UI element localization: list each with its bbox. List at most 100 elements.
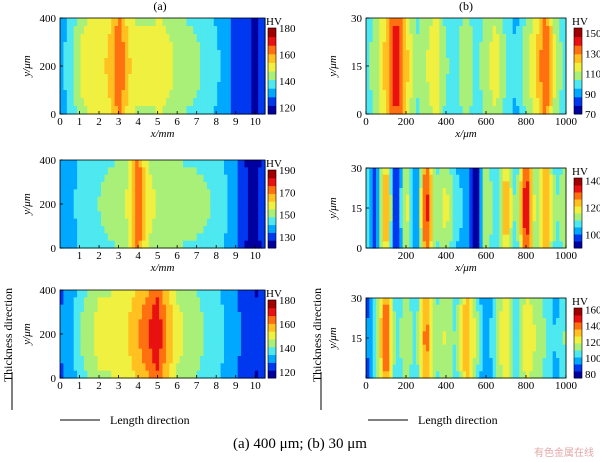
heatmap-cell	[502, 208, 507, 216]
heatmap-cell	[200, 233, 205, 242]
heatmap-cell	[402, 228, 407, 236]
heatmap-cell	[509, 298, 514, 306]
heatmap-cell	[392, 106, 397, 115]
heatmap-cell	[459, 188, 464, 196]
heatmap-cell	[522, 58, 527, 67]
heatmap-cell	[196, 240, 201, 249]
heatmap-cell	[258, 90, 263, 99]
heatmap-cell	[135, 50, 140, 59]
heatmap-cell	[382, 371, 387, 379]
heatmap-cell	[63, 50, 68, 59]
heatmap-cell	[439, 241, 444, 249]
heatmap-cell	[492, 201, 497, 209]
heatmap-cell	[499, 351, 504, 359]
heatmap-cell	[104, 226, 109, 234]
heatmap-cell	[210, 50, 215, 59]
heatmap-cell	[196, 34, 201, 43]
heatmap-cell	[244, 341, 249, 350]
heatmap-cell	[469, 364, 474, 372]
heatmap-cell	[73, 182, 78, 190]
heatmap-cell	[77, 363, 82, 372]
heatmap-cell	[244, 297, 249, 306]
heatmap-cell	[234, 98, 239, 107]
heatmap-cell	[63, 167, 68, 176]
heatmap-cell	[472, 338, 477, 346]
heatmap-cell	[462, 174, 467, 182]
heatmap-cell	[73, 363, 78, 372]
heatmap-cell	[220, 370, 225, 379]
heatmap-cell	[416, 324, 420, 332]
heatmap-cell	[203, 226, 208, 234]
heatmap-cell	[176, 290, 181, 298]
heatmap-cell	[80, 167, 85, 176]
heatmap-cell	[556, 82, 560, 91]
heatmap-cell	[512, 241, 517, 249]
heatmap-cell	[66, 106, 71, 115]
heatmap-cell	[402, 344, 407, 352]
heatmap-cell	[97, 297, 102, 306]
heatmap-cell	[372, 304, 377, 312]
heatmap-cell	[80, 218, 85, 227]
heatmap-cell	[131, 58, 136, 67]
heatmap-cell	[366, 26, 370, 35]
heatmap-cell	[165, 204, 170, 212]
colorbar-segment	[268, 201, 276, 210]
heatmap-cell	[63, 297, 68, 306]
colorbar-segment	[574, 96, 582, 106]
heatmap-cell	[234, 167, 239, 176]
heatmap-cell	[489, 26, 494, 35]
heatmap-cell	[83, 297, 88, 306]
heatmap-cell	[97, 90, 102, 99]
heatmap-cell	[529, 98, 534, 107]
heatmap-cell	[118, 348, 123, 357]
heatmap-cell	[496, 208, 500, 216]
heatmap-cell	[526, 201, 530, 209]
heatmap-cell	[193, 240, 198, 249]
heatmap-cell	[118, 189, 123, 198]
heatmap-cell	[459, 344, 464, 352]
heatmap-cell	[382, 82, 387, 91]
heatmap-cell	[83, 106, 88, 115]
heatmap-cell	[87, 211, 92, 220]
y-tick-label: 400	[40, 13, 57, 25]
heatmap-cell	[111, 18, 116, 27]
heatmap-cell	[442, 58, 447, 67]
heatmap-cell	[97, 356, 102, 364]
heatmap-cell	[172, 106, 177, 115]
heatmap-cell	[145, 58, 150, 67]
heatmap-cell	[479, 311, 484, 319]
heatmap-cell	[499, 66, 504, 75]
heatmap-cell	[258, 98, 263, 107]
heatmap-cell	[369, 188, 374, 196]
heatmap-cell	[536, 338, 540, 346]
heatmap-cell	[436, 174, 440, 182]
heatmap-cell	[186, 312, 191, 320]
heatmap-cell	[155, 106, 160, 115]
heatmap-cell	[94, 312, 99, 320]
heatmap-cell	[546, 304, 550, 312]
heatmap-cell	[159, 98, 164, 107]
heatmap-cell	[200, 370, 205, 379]
heatmap-cell	[186, 90, 191, 99]
heatmap-cell	[369, 26, 374, 35]
heatmap-cell	[63, 348, 68, 357]
heatmap-panels: 0 1 2 3 4 5 6 7 8 9 100200400x/mmy/μmHV12014016018…	[21, 13, 600, 392]
x-tick-label: 8	[213, 250, 219, 262]
heatmap-cell	[224, 233, 229, 242]
heatmap-cell	[66, 356, 71, 364]
heatmap-cell	[506, 331, 510, 339]
heatmap-cell	[124, 319, 129, 328]
heatmap-cell	[186, 189, 191, 198]
x-tick-label: 10	[250, 250, 262, 262]
heatmap-cell	[496, 324, 500, 332]
heatmap-cell	[396, 34, 400, 43]
heatmap-cell	[452, 50, 457, 59]
heatmap-cell	[389, 58, 394, 67]
heatmap-cell	[159, 82, 164, 91]
heatmap-cell	[409, 324, 414, 332]
heatmap-cell	[135, 356, 140, 364]
x-tick-label: 400	[438, 250, 455, 262]
heatmap-cell	[366, 228, 370, 236]
heatmap-cell	[118, 341, 123, 350]
heatmap-cell	[526, 304, 530, 312]
